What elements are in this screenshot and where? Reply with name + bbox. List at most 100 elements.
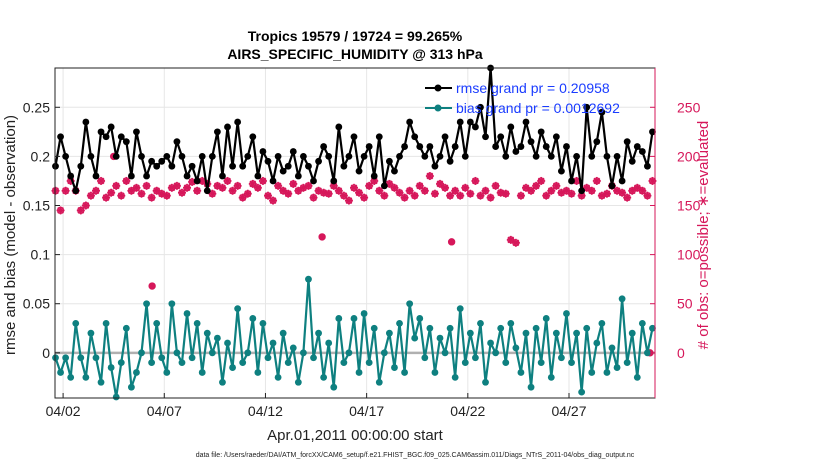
- obs-evaluated-marker: [56, 206, 65, 215]
- rmse-point: [87, 152, 95, 160]
- obs-evaluated-marker: [430, 189, 439, 198]
- obs-evaluated-marker: [441, 183, 450, 192]
- asterisk-stroke: [492, 182, 500, 190]
- obs-evaluated-marker: [360, 193, 369, 202]
- asterisk-stroke: [325, 190, 333, 198]
- bias-point: [487, 339, 494, 347]
- obs-evaluated-marker: [309, 193, 318, 202]
- obs-evaluated-marker: [284, 189, 293, 198]
- obs-evaluated-marker: [107, 188, 116, 197]
- obs-evaluated-marker: [415, 181, 424, 190]
- rmse-point: [213, 128, 221, 136]
- asterisk-stroke: [466, 190, 474, 198]
- asterisk-stroke: [436, 180, 444, 188]
- obs-evaluated-marker: [395, 188, 404, 197]
- rmse-point: [568, 177, 575, 185]
- asterisk-stroke: [588, 187, 596, 195]
- bias-point: [330, 383, 338, 391]
- asterisk-stroke: [497, 189, 505, 197]
- plot-frame: [55, 68, 655, 398]
- obs-evaluated-marker: [572, 176, 581, 185]
- asterisk-stroke: [178, 189, 186, 197]
- bias-point: [62, 354, 70, 362]
- rmse-point: [583, 103, 591, 111]
- left-tick-label: 0.1: [31, 247, 51, 263]
- rmse-point: [335, 123, 343, 131]
- chart-subtitle: AIRS_SPECIFIC_HUMIDITY @ 313 hPa: [227, 46, 483, 62]
- rmse-point: [173, 138, 181, 146]
- obs-evaluated-marker: [243, 189, 252, 198]
- asterisk-stroke: [330, 182, 338, 190]
- asterisk-stroke: [426, 172, 434, 180]
- obs-evaluated-marker: [152, 186, 161, 195]
- rmse-point: [441, 133, 449, 141]
- obs-evaluated-marker: [643, 191, 652, 200]
- asterisk-stroke: [158, 190, 166, 198]
- rmse-point: [507, 123, 515, 131]
- rmse-point: [133, 128, 140, 136]
- obs-evaluated-marker: [162, 191, 171, 200]
- x-axis-label: Apr.01,2011 00:00:00 start: [267, 427, 444, 444]
- obs-evaluated-marker: [405, 186, 414, 195]
- bias-point: [183, 310, 191, 317]
- obs-evaluated-marker: [263, 191, 272, 200]
- obs-evaluated-marker: [532, 181, 541, 190]
- asterisk-stroke: [97, 177, 105, 185]
- rmse-point: [244, 152, 252, 160]
- obs-evaluated-marker: [587, 186, 596, 195]
- obs-evaluated-marker: [491, 181, 500, 190]
- obs-outlier-marker: [447, 238, 456, 246]
- obs-evaluated-marker: [476, 191, 485, 200]
- bias-point: [325, 339, 333, 347]
- series-lines: [52, 64, 656, 401]
- legend-rmse-label: rmse grand pr = 0.20958: [456, 80, 610, 96]
- asterisk-stroke: [507, 236, 515, 244]
- bias-point: [153, 319, 161, 327]
- right-axis-label: # of obs: o=possible; ∗=evaluated: [695, 121, 712, 350]
- rmse-point: [188, 162, 196, 170]
- bias-point: [558, 354, 565, 362]
- obs-evaluated-marker: [269, 196, 278, 205]
- right-tick-label: 150: [677, 198, 701, 214]
- rmse-point: [340, 162, 348, 170]
- asterisk-stroke: [198, 177, 206, 185]
- bias-point: [350, 315, 358, 322]
- left-axis-label: rmse and bias (model - observation): [2, 115, 19, 355]
- obs-evaluated-marker: [117, 191, 126, 200]
- obs-evaluated-marker: [466, 189, 475, 198]
- asterisk-stroke: [173, 182, 181, 190]
- bias-point: [168, 300, 176, 308]
- obs-evaluated-marker: [61, 186, 70, 195]
- rmse-point: [396, 152, 403, 160]
- bias-point: [224, 339, 231, 347]
- obs-evaluated-marker: [218, 183, 227, 192]
- bias-point: [274, 373, 282, 381]
- obs-evaluated-marker: [193, 186, 202, 195]
- rmse-point: [299, 152, 307, 160]
- bias-point: [219, 378, 226, 386]
- asterisk-stroke: [401, 194, 408, 202]
- obs-evaluated-marker: [183, 183, 192, 192]
- bias-point: [173, 349, 181, 357]
- obs-evaluated-marker: [142, 181, 151, 190]
- rmse-point: [497, 133, 505, 141]
- asterisk-stroke: [320, 189, 327, 197]
- bias-point: [365, 359, 373, 367]
- rmse-point: [411, 133, 419, 141]
- bias-point: [613, 364, 621, 371]
- rmse-point: [603, 152, 611, 160]
- rmse-point: [259, 148, 267, 155]
- bias-point: [320, 373, 328, 381]
- bias-point: [112, 393, 120, 401]
- rmse-point: [542, 143, 550, 150]
- rmse-point: [102, 133, 110, 141]
- bias-point: [102, 319, 110, 327]
- obs-evaluated-marker: [410, 191, 419, 200]
- rmse-point: [578, 187, 586, 195]
- asterisk-stroke: [618, 189, 626, 197]
- rmse-point: [456, 118, 464, 126]
- bias-point: [244, 349, 252, 357]
- rmse-point: [416, 143, 424, 150]
- rmse-point: [269, 177, 277, 185]
- bias-point: [203, 329, 211, 337]
